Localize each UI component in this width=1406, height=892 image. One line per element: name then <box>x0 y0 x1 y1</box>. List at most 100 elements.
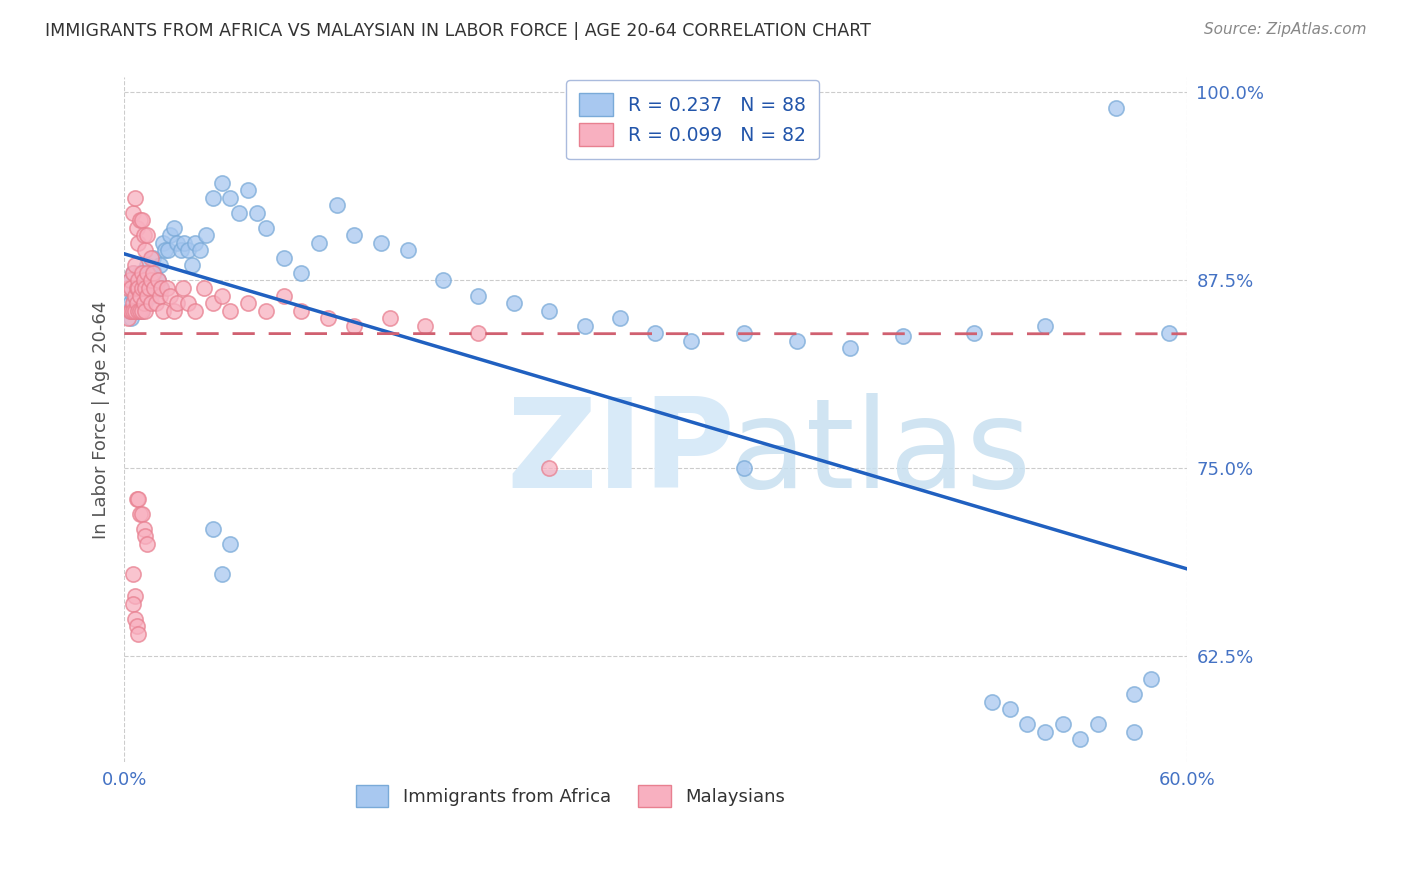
Point <box>118 296 141 310</box>
Point <box>120 311 142 326</box>
Point <box>1033 318 1056 333</box>
Point <box>1033 724 1056 739</box>
Point <box>150 281 173 295</box>
Point <box>122 566 145 581</box>
Point <box>981 695 1004 709</box>
Point <box>122 288 145 302</box>
Point <box>211 566 233 581</box>
Point <box>122 266 145 280</box>
Point <box>142 266 165 280</box>
Point <box>131 266 153 280</box>
Point <box>118 273 141 287</box>
Point <box>138 281 160 295</box>
Point <box>150 281 173 295</box>
Point <box>159 228 181 243</box>
Point <box>132 228 155 243</box>
Point <box>139 266 162 280</box>
Point <box>129 213 152 227</box>
Point <box>246 206 269 220</box>
Point <box>124 590 146 604</box>
Point <box>122 303 145 318</box>
Point <box>125 220 148 235</box>
Point <box>177 296 200 310</box>
Point <box>129 288 152 302</box>
Point <box>413 318 436 333</box>
Point <box>124 191 146 205</box>
Point <box>378 311 401 326</box>
Point <box>308 235 330 250</box>
Point <box>211 288 233 302</box>
Point <box>143 281 166 295</box>
Text: Source: ZipAtlas.com: Source: ZipAtlas.com <box>1204 22 1367 37</box>
Point <box>139 288 162 302</box>
Point <box>132 266 155 280</box>
Point <box>136 537 159 551</box>
Point <box>132 288 155 302</box>
Point <box>124 288 146 302</box>
Point <box>733 461 755 475</box>
Point <box>124 303 146 318</box>
Legend: Immigrants from Africa, Malaysians: Immigrants from Africa, Malaysians <box>349 778 792 814</box>
Point <box>122 296 145 310</box>
Point <box>152 235 174 250</box>
Point <box>201 191 224 205</box>
Point <box>538 461 561 475</box>
Text: ZIP: ZIP <box>506 393 735 515</box>
Point <box>142 251 165 265</box>
Point <box>145 296 167 310</box>
Point <box>786 334 808 348</box>
Point <box>125 281 148 295</box>
Point <box>316 311 339 326</box>
Point <box>131 507 153 521</box>
Point <box>129 303 152 318</box>
Point <box>219 303 242 318</box>
Point <box>127 303 149 318</box>
Point <box>254 303 277 318</box>
Point <box>238 296 260 310</box>
Point <box>201 522 224 536</box>
Point <box>172 281 194 295</box>
Point <box>157 244 180 258</box>
Point <box>177 244 200 258</box>
Point <box>1105 101 1128 115</box>
Point <box>129 507 152 521</box>
Point <box>153 244 176 258</box>
Point <box>211 176 233 190</box>
Point <box>136 288 159 302</box>
Point <box>159 288 181 302</box>
Point <box>125 296 148 310</box>
Point <box>1017 717 1039 731</box>
Point <box>131 213 153 227</box>
Point <box>136 266 159 280</box>
Point <box>118 273 141 287</box>
Point <box>609 311 631 326</box>
Point <box>219 537 242 551</box>
Point <box>139 296 162 310</box>
Point <box>273 288 295 302</box>
Point <box>467 288 489 302</box>
Point <box>644 326 666 340</box>
Point <box>1122 687 1144 701</box>
Point <box>228 206 250 220</box>
Point <box>163 220 186 235</box>
Point <box>574 318 596 333</box>
Point <box>131 303 153 318</box>
Point <box>146 273 169 287</box>
Point <box>124 612 146 626</box>
Point <box>1122 724 1144 739</box>
Point <box>134 529 156 543</box>
Point <box>201 296 224 310</box>
Point <box>325 198 347 212</box>
Point <box>117 311 139 326</box>
Point <box>129 288 152 302</box>
Point <box>127 273 149 287</box>
Point <box>679 334 702 348</box>
Point <box>124 303 146 318</box>
Point <box>343 318 366 333</box>
Point <box>127 281 149 295</box>
Point <box>152 303 174 318</box>
Point <box>122 266 145 280</box>
Point <box>254 220 277 235</box>
Point <box>127 627 149 641</box>
Point <box>467 326 489 340</box>
